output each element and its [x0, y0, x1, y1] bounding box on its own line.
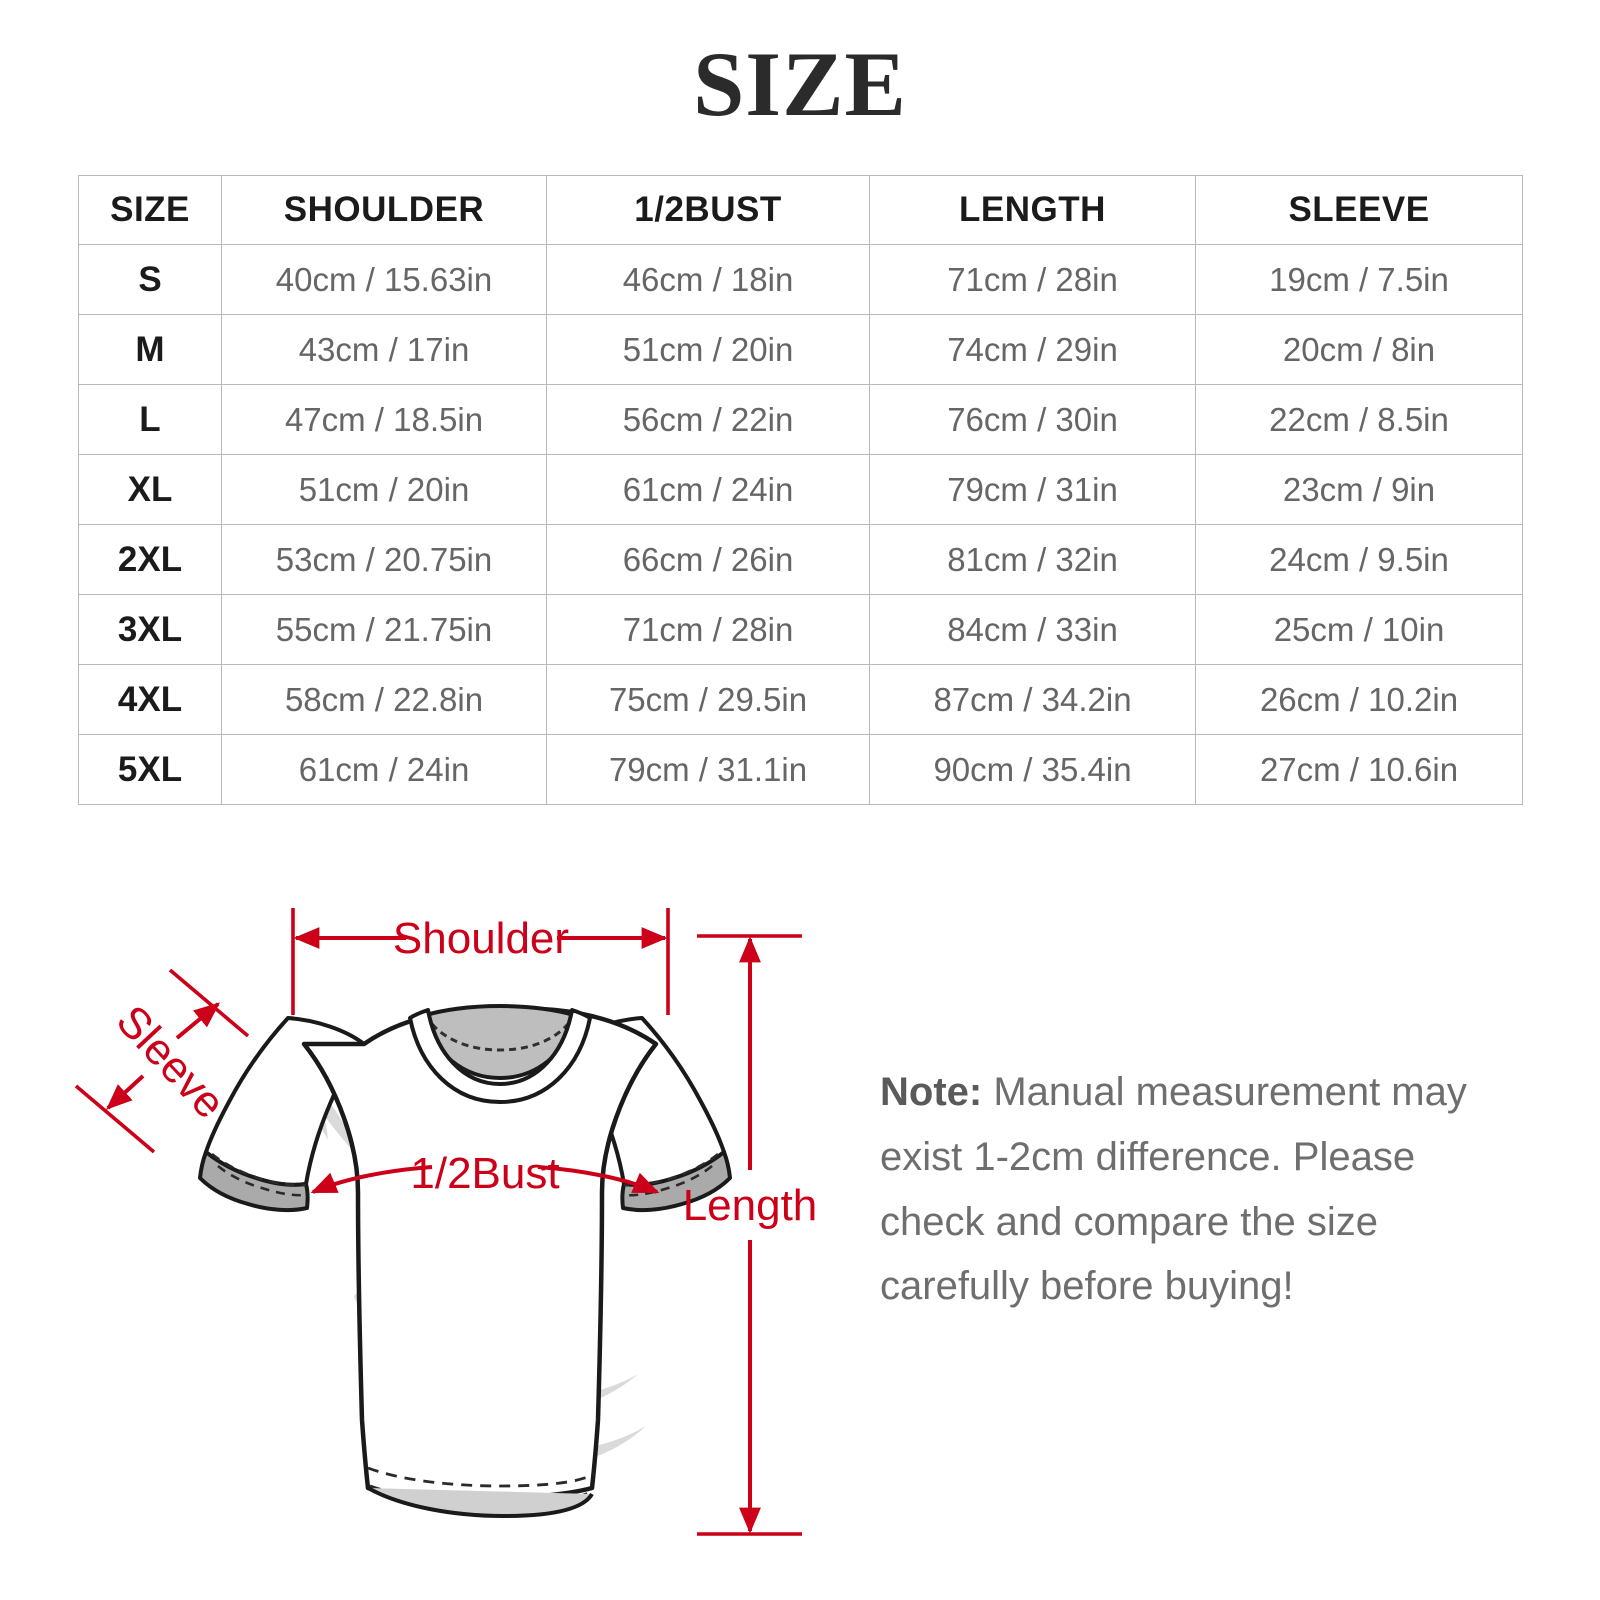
page-title: SIZE	[693, 33, 907, 135]
shoulder-label: Shoulder	[393, 914, 569, 963]
column-header-length: LENGTH	[869, 175, 1196, 245]
half-bust-label: 1/2Bust	[410, 1149, 559, 1198]
collar-rib	[408, 1008, 592, 1104]
table-header-row: SIZE SHOULDER 1/2BUST LENGTH SLEEVE	[78, 175, 1523, 245]
column-header-bust: 1/2BUST	[546, 175, 870, 245]
bust-arrow-left	[310, 1165, 433, 1194]
column-header-size: SIZE	[78, 175, 222, 245]
cell-length: 76cm / 30in	[869, 384, 1196, 455]
cell-size: XL	[78, 454, 222, 525]
column-header-shoulder: SHOULDER	[221, 175, 547, 245]
sleeve-tick-lower	[74, 1084, 156, 1154]
cell-sleeve: 24cm / 9.5in	[1195, 524, 1523, 595]
cell-length: 84cm / 33in	[869, 594, 1196, 665]
length-measure-group: Length	[683, 934, 818, 1536]
table-row: 3XL 55cm / 21.75in 71cm / 28in 84cm / 33…	[78, 594, 1523, 665]
sleeve-tick-upper	[168, 968, 250, 1038]
right-cuff-stitch-inner	[622, 1165, 713, 1197]
cell-size: S	[78, 244, 222, 315]
measurement-note: Note: Manual measurement may exist 1-2cm…	[880, 1060, 1520, 1319]
cell-shoulder: 58cm / 22.8in	[221, 664, 547, 735]
right-cuff-stitch-outer	[623, 1153, 719, 1187]
cell-sleeve: 19cm / 7.5in	[1195, 244, 1523, 315]
cell-bust: 75cm / 29.5in	[546, 664, 870, 735]
hem-inner-face	[367, 1486, 594, 1519]
cell-length: 81cm / 32in	[869, 524, 1196, 595]
left-cuff-stitch-outer	[211, 1153, 307, 1187]
cell-length: 74cm / 29in	[869, 314, 1196, 385]
sleeve-arrow-upper	[175, 1002, 221, 1040]
cell-sleeve: 23cm / 9in	[1195, 454, 1523, 525]
cell-sleeve: 22cm / 8.5in	[1195, 384, 1523, 455]
cell-bust: 71cm / 28in	[546, 594, 870, 665]
cell-size: M	[78, 314, 222, 385]
tshirt-diagram-svg: Shoulder Sleeve 1/2Bust Length	[74, 908, 818, 1536]
length-label: Length	[683, 1181, 818, 1230]
cell-sleeve: 20cm / 8in	[1195, 314, 1523, 385]
cell-shoulder: 61cm / 24in	[221, 734, 547, 805]
cell-length: 90cm / 35.4in	[869, 734, 1196, 805]
table-row: M 43cm / 17in 51cm / 20in 74cm / 29in 20…	[78, 314, 1523, 385]
cell-bust: 51cm / 20in	[546, 314, 870, 385]
cell-bust: 61cm / 24in	[546, 454, 870, 525]
table-row: S 40cm / 15.63in 46cm / 18in 71cm / 28in…	[78, 244, 1523, 315]
size-chart-table: SIZE SHOULDER 1/2BUST LENGTH SLEEVE S 40…	[78, 175, 1523, 805]
bust-arrow-right	[537, 1165, 660, 1194]
table-row: 2XL 53cm / 20.75in 66cm / 26in 81cm / 32…	[78, 524, 1523, 595]
cell-bust: 66cm / 26in	[546, 524, 870, 595]
cell-shoulder: 40cm / 15.63in	[221, 244, 547, 315]
cell-size: 2XL	[78, 524, 222, 595]
cell-size: 5XL	[78, 734, 222, 805]
note-label: Note:	[880, 1070, 983, 1114]
cell-sleeve: 27cm / 10.6in	[1195, 734, 1523, 805]
cell-length: 87cm / 34.2in	[869, 664, 1196, 735]
cell-shoulder: 43cm / 17in	[221, 314, 547, 385]
table-row: 5XL 61cm / 24in 79cm / 31.1in 90cm / 35.…	[78, 734, 1523, 805]
cell-shoulder: 51cm / 20in	[221, 454, 547, 525]
cell-shoulder: 53cm / 20.75in	[221, 524, 547, 595]
cell-size: 4XL	[78, 664, 222, 735]
shoulder-measure-group: Shoulder	[291, 908, 670, 1015]
collar-stitch	[430, 1022, 570, 1052]
cell-size: 3XL	[78, 594, 222, 665]
cell-shoulder: 55cm / 21.75in	[221, 594, 547, 665]
cell-bust: 79cm / 31.1in	[546, 734, 870, 805]
table-row: 4XL 58cm / 22.8in 75cm / 29.5in 87cm / 3…	[78, 664, 1523, 735]
cell-size: L	[78, 384, 222, 455]
cell-shoulder: 47cm / 18.5in	[221, 384, 547, 455]
half-bust-measure-group: 1/2Bust	[310, 1149, 660, 1198]
sleeve-arrow-lower	[106, 1074, 145, 1110]
tshirt-illustration	[198, 1003, 732, 1519]
measurement-diagram: Shoulder Sleeve 1/2Bust Length	[0, 840, 1600, 1600]
hem-stitch-upper	[367, 1466, 595, 1488]
column-header-sleeve: SLEEVE	[1195, 175, 1523, 245]
cell-length: 71cm / 28in	[869, 244, 1196, 315]
table-row: L 47cm / 18.5in 56cm / 22in 76cm / 30in …	[78, 384, 1523, 455]
cell-bust: 46cm / 18in	[546, 244, 870, 315]
cell-sleeve: 25cm / 10in	[1195, 594, 1523, 665]
note-text: Manual measurement may exist 1-2cm diffe…	[880, 1070, 1467, 1309]
sleeve-label: Sleeve	[107, 996, 235, 1128]
cell-sleeve: 26cm / 10.2in	[1195, 664, 1523, 735]
table-row: XL 51cm / 20in 61cm / 24in 79cm / 31in 2…	[78, 454, 1523, 525]
left-cuff-stitch-inner	[217, 1165, 308, 1197]
cell-bust: 56cm / 22in	[546, 384, 870, 455]
cell-length: 79cm / 31in	[869, 454, 1196, 525]
